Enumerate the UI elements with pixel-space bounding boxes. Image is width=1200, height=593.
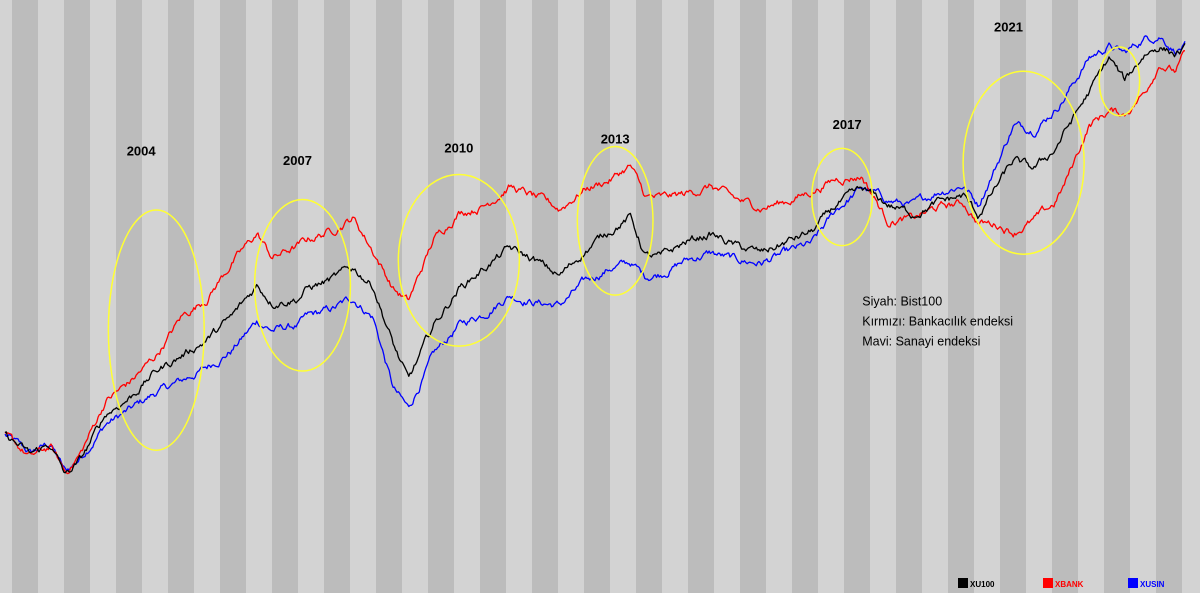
legend-label-xbank: XBANK bbox=[1055, 580, 1084, 589]
background-band bbox=[688, 0, 714, 593]
background-band bbox=[1156, 0, 1182, 593]
background-band bbox=[272, 0, 298, 593]
year-label-2017: 2017 bbox=[833, 117, 862, 132]
legend-label-xusin: XUSIN bbox=[1140, 580, 1165, 589]
highlight-circle-2010 bbox=[397, 173, 521, 347]
year-labels: 2004200720102013201720212023 bbox=[127, 20, 1023, 168]
highlight-circle-2007 bbox=[253, 198, 352, 372]
background-band bbox=[168, 0, 194, 593]
background-band bbox=[220, 0, 246, 593]
background-band bbox=[584, 0, 610, 593]
highlight-circle-2023 bbox=[1098, 46, 1141, 117]
background-band bbox=[64, 0, 90, 593]
year-label-2010: 2010 bbox=[444, 141, 473, 156]
series-line-xbank bbox=[4, 50, 1185, 475]
year-label-2013: 2013 bbox=[601, 131, 630, 146]
highlight-circle-2017 bbox=[811, 147, 874, 247]
background-band bbox=[1104, 0, 1130, 593]
background-band bbox=[636, 0, 662, 593]
legend-label-xu100: XU100 bbox=[970, 580, 995, 589]
year-label-2021: 2021 bbox=[994, 20, 1023, 35]
legend-swatch-xbank bbox=[1043, 578, 1053, 588]
background-band bbox=[532, 0, 558, 593]
background-band bbox=[740, 0, 766, 593]
background-band bbox=[896, 0, 922, 593]
series-line-xu100 bbox=[4, 42, 1186, 474]
note-line: Mavi: Sanayi endeksi bbox=[862, 334, 980, 348]
highlight-circle-2021 bbox=[962, 70, 1085, 255]
background-band bbox=[12, 0, 38, 593]
background-band bbox=[792, 0, 818, 593]
background-bands bbox=[12, 0, 1182, 593]
note-line: Kırmızı: Bankacılık endeksi bbox=[862, 314, 1013, 328]
year-label-2004: 2004 bbox=[127, 144, 157, 159]
background-band bbox=[428, 0, 454, 593]
background-band bbox=[480, 0, 506, 593]
legend-swatch-xu100 bbox=[958, 578, 968, 588]
note-line: Siyah: Bist100 bbox=[862, 294, 942, 308]
highlight-circle-2004 bbox=[107, 209, 205, 451]
highlight-circles bbox=[107, 46, 1141, 451]
background-band bbox=[948, 0, 974, 593]
background-band bbox=[1052, 0, 1078, 593]
background-band bbox=[116, 0, 142, 593]
legend: XU100 XBANK XUSIN bbox=[958, 578, 1165, 589]
background-band bbox=[376, 0, 402, 593]
legend-swatch-xusin bbox=[1128, 578, 1138, 588]
year-label-2007: 2007 bbox=[283, 153, 312, 168]
highlight-circle-2013 bbox=[576, 145, 654, 296]
background-band bbox=[844, 0, 870, 593]
annotation-notes: Siyah: Bist100 Kırmızı: Bankacılık endeks… bbox=[862, 294, 1013, 348]
background-band bbox=[1000, 0, 1026, 593]
